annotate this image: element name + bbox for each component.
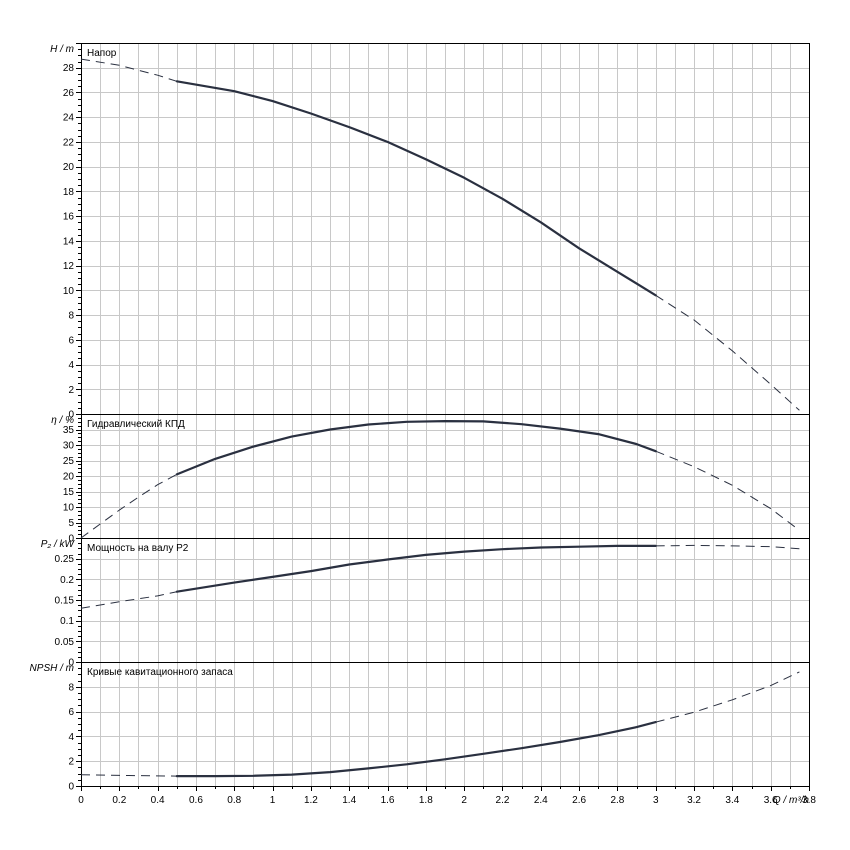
x-tick-label: 2.4 bbox=[534, 795, 548, 806]
y-axis-label: η / % bbox=[51, 415, 74, 426]
x-tick-label: 2.6 bbox=[572, 795, 586, 806]
curve-dashed-right bbox=[655, 294, 800, 411]
y-tick-label: 2 bbox=[68, 757, 74, 768]
panel-title: Гидравлический КПД bbox=[87, 419, 185, 430]
curve-dashed-right bbox=[655, 671, 800, 723]
x-tick-label: 3 bbox=[653, 795, 659, 806]
x-tick-label: 1.8 bbox=[419, 795, 433, 806]
y-tick-label: 28 bbox=[63, 63, 75, 74]
curve-solid bbox=[175, 80, 657, 297]
y-tick-label: 4 bbox=[68, 732, 74, 743]
y-tick-label: 15 bbox=[63, 487, 75, 498]
y-tick-label: 26 bbox=[63, 88, 75, 99]
panel-npsh: 0 2 4 6 8 Кривые кавитационного запаса NPSH / … bbox=[30, 662, 810, 793]
y-tick-label: 0.05 bbox=[55, 637, 75, 648]
panel-efficiency: 0 5 10 15 20 25 30 35 Гидравлический КПД η / % bbox=[51, 414, 810, 545]
curve-dashed-left bbox=[80, 473, 178, 539]
x-tick-label: 1.6 bbox=[381, 795, 395, 806]
y-tick-label: 20 bbox=[63, 162, 75, 173]
y-tick-label: 16 bbox=[63, 212, 75, 223]
y-tick-label: 0 bbox=[68, 410, 74, 421]
y-tick-label: 0 bbox=[68, 534, 74, 545]
y-axis-label: NPSH / m bbox=[30, 663, 74, 674]
y-tick-label: 30 bbox=[63, 441, 75, 452]
curve-solid bbox=[175, 721, 657, 778]
y-tick-label: 10 bbox=[63, 503, 75, 514]
curve-dashed-left bbox=[80, 591, 177, 609]
y-tick-label: 4 bbox=[68, 360, 74, 371]
curve-dashed-right bbox=[655, 450, 800, 531]
panel-title: Мощность на валу P2 bbox=[87, 543, 189, 554]
y-tick-label: 24 bbox=[63, 113, 75, 124]
curve-solid bbox=[175, 544, 657, 593]
y-tick-label: 6 bbox=[68, 335, 74, 346]
x-tick-label: 0 bbox=[78, 795, 84, 806]
y-tick-label: 8 bbox=[68, 682, 74, 693]
x-axis-label: Q / m³/h bbox=[773, 795, 810, 806]
y-tick-label: 14 bbox=[63, 236, 75, 247]
y-tick-label: 2 bbox=[68, 385, 74, 396]
curve-solid bbox=[175, 420, 657, 476]
curve-dashed-left bbox=[80, 58, 177, 82]
x-tick-label: 0.6 bbox=[189, 795, 203, 806]
x-tick-label: 1 bbox=[270, 795, 276, 806]
y-tick-label: 0.1 bbox=[60, 616, 74, 627]
y-tick-label: 10 bbox=[63, 286, 75, 297]
y-tick-label: 0.25 bbox=[55, 554, 75, 565]
x-tick-label: 1.4 bbox=[342, 795, 356, 806]
y-tick-label: 35 bbox=[63, 425, 75, 436]
y-tick-label: 12 bbox=[63, 261, 75, 272]
x-tick-label: 0.8 bbox=[227, 795, 241, 806]
panel-title: Напор bbox=[87, 48, 117, 59]
y-tick-label: 6 bbox=[68, 707, 74, 718]
y-axis-label: P₂ / kW bbox=[41, 539, 76, 550]
y-tick-label: 20 bbox=[63, 472, 75, 483]
y-tick-label: 0 bbox=[68, 658, 74, 669]
x-tick-label: 3.6 bbox=[764, 795, 778, 806]
x-tick-label: 0.4 bbox=[151, 795, 165, 806]
y-tick-label: 0 bbox=[68, 782, 74, 793]
panel-title: Кривые кавитационного запаса bbox=[87, 667, 233, 678]
x-tick-label: 2 bbox=[461, 795, 467, 806]
x-tick-label: 3.4 bbox=[725, 795, 739, 806]
x-tick-label: 2.8 bbox=[610, 795, 624, 806]
y-tick-label: 18 bbox=[63, 187, 75, 198]
y-tick-label: 8 bbox=[68, 311, 74, 322]
y-tick-label: 0.2 bbox=[60, 575, 74, 586]
x-tick-label: 2.2 bbox=[496, 795, 510, 806]
y-tick-label: 0.15 bbox=[55, 596, 75, 607]
y-tick-label: 22 bbox=[63, 137, 75, 148]
x-tick-label: 0.2 bbox=[112, 795, 126, 806]
y-tick-label: 25 bbox=[63, 456, 75, 467]
y-tick-label: 5 bbox=[68, 518, 74, 529]
curve-dashed-right bbox=[655, 544, 800, 550]
y-axis-label: H / m bbox=[50, 44, 74, 55]
curve-dashed-left bbox=[80, 774, 177, 777]
x-tick-label: 1.2 bbox=[304, 795, 318, 806]
x-tick-label: 3.8 bbox=[802, 795, 816, 806]
x-tick-label: 3.2 bbox=[687, 795, 701, 806]
